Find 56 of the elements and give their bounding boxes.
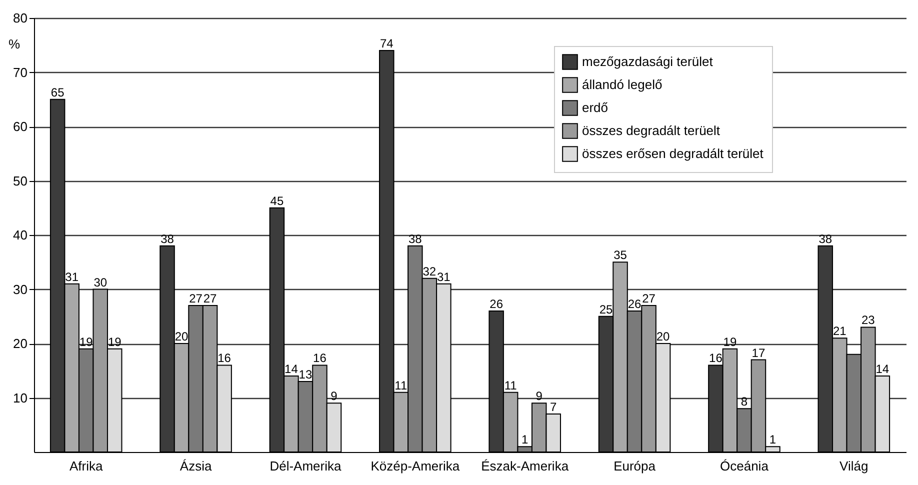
x-tick-label: Óceánia	[720, 458, 770, 474]
data-label: 11	[504, 378, 518, 392]
data-label: 8	[740, 394, 748, 409]
x-tick-label: Észak-Amerika	[481, 458, 570, 474]
y-tick-label: 20	[13, 336, 28, 351]
y-tick-label: 30	[13, 282, 28, 297]
data-label: 1	[769, 432, 776, 447]
data-label: 65	[50, 85, 65, 100]
data-label: 26	[628, 296, 642, 311]
y-tick-label: 60	[13, 119, 28, 134]
data-label: 27	[642, 292, 656, 306]
data-label: 38	[408, 232, 422, 246]
data-label: 45	[270, 194, 284, 208]
legend-label: állandó legelő	[582, 77, 662, 92]
x-tick-label: Dél-Amerika	[270, 458, 342, 474]
data-label: 26	[490, 296, 504, 311]
data-label: 31	[65, 270, 79, 284]
data-label: 38	[160, 232, 174, 246]
data-label: 14	[284, 362, 298, 376]
data-label: 30	[94, 275, 108, 290]
x-tick-label: Európa	[614, 458, 656, 474]
data-label: 16	[218, 351, 232, 366]
data-label: 20	[174, 330, 189, 344]
data-label: 23	[861, 313, 876, 328]
data-label: 31	[436, 270, 451, 284]
x-tick-label: Közép-Amerika	[370, 458, 460, 474]
data-label: 17	[752, 346, 766, 360]
y-tick-label: 10	[13, 390, 28, 406]
y-tick-label: 50	[13, 173, 28, 188]
data-label: 32	[422, 264, 436, 278]
y-axis-title: %	[8, 36, 20, 52]
data-label: 1	[522, 432, 528, 447]
data-label: 27	[203, 292, 218, 306]
data-label: 16	[709, 351, 723, 366]
data-label: 13	[298, 367, 312, 382]
y-tick-label: 40	[13, 228, 28, 242]
legend-label: mezőgazdasági terület	[582, 54, 714, 69]
y-tick-label: 70	[13, 64, 28, 80]
legend-label: összes erősen degradált terület	[582, 146, 764, 161]
data-label: 74	[380, 36, 394, 51]
data-label: 14	[876, 362, 890, 376]
y-tick-label: 80	[13, 10, 28, 26]
x-tick-label: Világ	[840, 458, 868, 474]
data-label: 7	[550, 400, 558, 414]
data-label: 21	[832, 324, 847, 338]
data-label: 38	[818, 232, 832, 246]
x-tick-label: Ázsia	[180, 458, 212, 474]
legend-label: összes degradált terüelt	[582, 123, 720, 138]
data-label: 11	[394, 378, 408, 392]
x-tick-label: Afrika	[69, 458, 104, 474]
data-label: 16	[313, 351, 327, 366]
legend-label: erdő	[582, 100, 608, 115]
data-label: 27	[189, 292, 203, 306]
data-label: 35	[614, 248, 628, 262]
data-label: 20	[656, 330, 670, 344]
data-label: 25	[599, 302, 614, 316]
